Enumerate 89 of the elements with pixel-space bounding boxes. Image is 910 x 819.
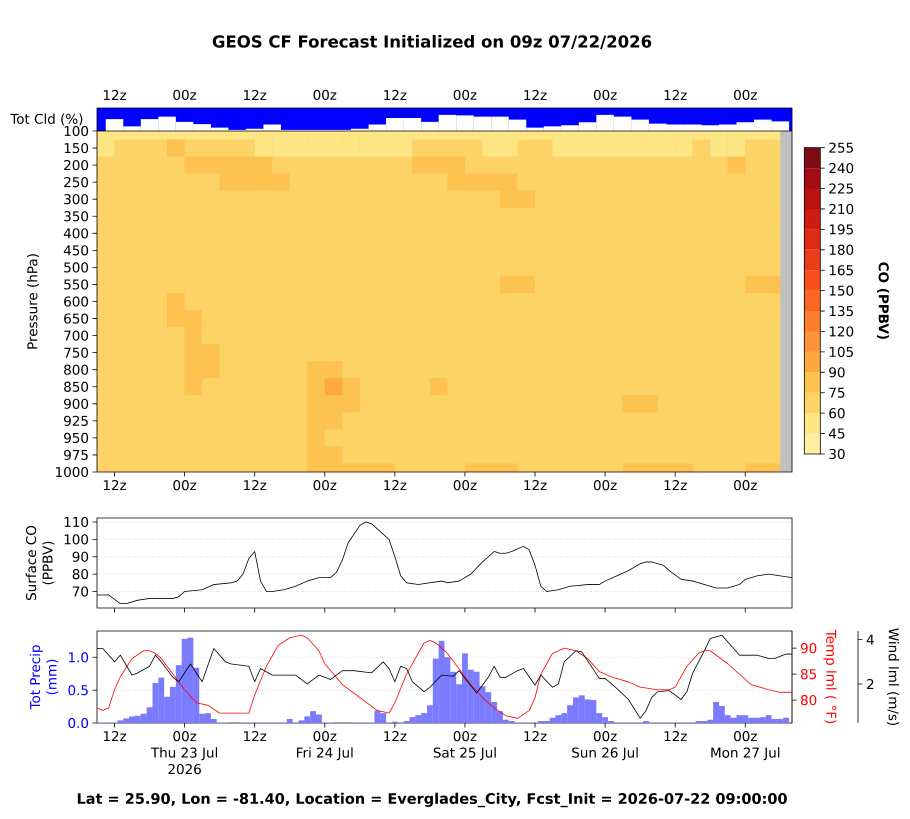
- color-bar-label: 105: [830, 346, 853, 357]
- x-tick-label: 00z: [594, 480, 617, 490]
- y-tick-label: 650: [64, 313, 88, 324]
- x-tick-label: 00z Thu 23 Jul 2026: [150, 731, 218, 774]
- y-tick-label: 600: [64, 296, 88, 307]
- y-tick-label: 110: [64, 516, 88, 528]
- y-tick-label: 80: [72, 569, 88, 580]
- color-bar-label: 30: [829, 448, 845, 460]
- color-bar-label: 75: [829, 388, 844, 398]
- color-bar-label: 60: [829, 408, 845, 418]
- x-tick-label: 00z: [454, 480, 476, 490]
- y2-tick-label: 90: [800, 643, 816, 654]
- x-tick-label: 00z: [173, 90, 196, 100]
- x-tick-label: 00z Mon 27 Jul: [711, 731, 780, 760]
- y-tick-label: 200: [64, 160, 88, 170]
- color-bar-label: 225: [829, 183, 853, 194]
- x-tick-label: 00z: [734, 480, 757, 490]
- y-tick-label: 150: [64, 142, 88, 154]
- y-tick-label: 1000: [56, 466, 88, 478]
- y-tick-label: 0.5: [68, 685, 88, 696]
- y-tick-label: 300: [64, 194, 88, 204]
- x-tick-label: 00z Sun 26 Jul: [572, 731, 638, 760]
- color-bar-label: 180: [830, 244, 854, 255]
- color-bar-label: 240: [829, 163, 854, 174]
- y3-axis-title: Wind lml (m/s): [886, 628, 900, 726]
- color-bar-label: 135: [830, 306, 853, 316]
- x-tick-label: 00z Fri 24 Jul: [297, 731, 353, 760]
- y3-tick-label: 2: [867, 678, 874, 689]
- x-tick-label: 12z: [384, 480, 406, 490]
- color-bar-label: 150: [830, 286, 854, 296]
- x-tick-label: 12z: [664, 731, 687, 742]
- x-tick-label: 12z: [384, 90, 406, 100]
- x-tick-label: 12z: [244, 480, 266, 490]
- x-tick-label: 00z: [594, 90, 617, 100]
- y-tick-label: 1.0: [68, 652, 88, 662]
- x-tick-label: 12z: [524, 480, 547, 490]
- x-tick-label: 12z: [664, 480, 687, 490]
- y2-axis-title: Temp lml ( °F): [823, 630, 837, 724]
- x-tick-label: 12z: [244, 90, 266, 100]
- y-tick-label: 950: [64, 432, 88, 444]
- color-bar-label: 165: [830, 265, 853, 276]
- color-bar-label: 210: [829, 204, 854, 214]
- y-tick-label: 70: [72, 586, 88, 597]
- color-bar-title: CO (PPBV): [876, 262, 890, 339]
- y-tick-label: 100: [64, 126, 88, 136]
- color-bar-label: 90: [829, 367, 845, 378]
- y-tick-label: 400: [64, 228, 88, 238]
- x-tick-label: 12z: [104, 90, 126, 100]
- y-tick-label: 800: [64, 364, 88, 375]
- y-axis-title: Tot Precip (mm): [30, 645, 58, 710]
- y2-tick-label: 85: [800, 669, 816, 680]
- y-tick-label: 850: [64, 382, 88, 392]
- chart-title: GEOS CF Forecast Initialized on 09z 07/22/2026: [212, 34, 652, 50]
- color-bar-label: 45: [829, 428, 844, 439]
- y-axis-title: Surface CO (PPBV): [26, 526, 54, 600]
- y-tick-label: 700: [64, 330, 88, 341]
- x-tick-label: 00z: [734, 90, 757, 100]
- y-tick-label: 500: [64, 262, 88, 272]
- y-tick-label: 100: [64, 534, 88, 544]
- y-axis-title: Tot Cld (%): [10, 113, 82, 126]
- x-tick-label: 12z: [524, 731, 547, 742]
- color-bar-label: 255: [829, 142, 853, 153]
- y-tick-label: 250: [64, 177, 88, 188]
- x-tick-label: 12z: [524, 90, 547, 100]
- color-bar-label: 120: [830, 326, 854, 337]
- y-tick-label: 750: [64, 348, 88, 358]
- y-tick-label: 925: [64, 416, 88, 426]
- x-tick-label: 00z: [314, 480, 336, 490]
- x-tick-label: 12z: [244, 731, 266, 742]
- text: Lat = 25.90, Lon = -81.40, Location = Everglades_City, Fcst_Init = 2026-07-22 09:00:00: [78, 792, 787, 808]
- y-tick-label: 900: [64, 398, 88, 409]
- x-tick-label: 00z Sat 25 Jul: [434, 731, 496, 760]
- x-tick-label: 00z: [314, 90, 336, 100]
- x-tick-label: 12z: [104, 731, 126, 742]
- y-tick-label: 450: [64, 245, 88, 256]
- x-tick-label: 00z: [173, 480, 196, 490]
- y-tick-label: 550: [64, 279, 88, 290]
- y3-tick-label: 4: [866, 634, 874, 645]
- y-tick-label: 0.0: [68, 718, 88, 728]
- y-tick-label: 350: [64, 211, 88, 222]
- y-tick-label: 975: [64, 450, 88, 460]
- x-tick-label: 12z: [104, 480, 126, 490]
- y-axis-title: Pressure (hPa): [26, 254, 40, 349]
- x-tick-label: 00z: [454, 90, 476, 100]
- color-bar-label: 195: [830, 224, 853, 234]
- x-tick-label: 12z: [384, 731, 406, 742]
- y-tick-label: 90: [72, 552, 88, 562]
- y2-tick-label: 80: [800, 695, 816, 706]
- x-tick-label: 12z: [664, 90, 687, 100]
